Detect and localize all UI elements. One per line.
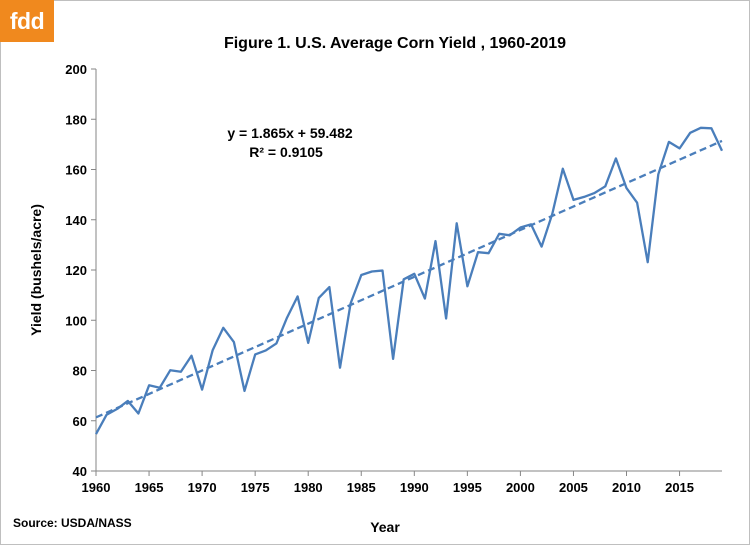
x-tick-label: 1975 (241, 480, 270, 495)
source-note: Source: USDA/NASS (13, 516, 132, 530)
y-tick-label: 120 (65, 263, 87, 278)
y-tick-label: 40 (73, 464, 87, 479)
x-tick-label: 1965 (135, 480, 164, 495)
x-tick-label: 1995 (453, 480, 482, 495)
x-tick-label: 2005 (559, 480, 588, 495)
trendline-equation: y = 1.865x + 59.482 (227, 125, 353, 141)
y-tick-label: 80 (73, 364, 87, 379)
axes (91, 68, 722, 476)
y-tick-label: 200 (65, 62, 87, 77)
y-tick-label: 140 (65, 213, 87, 228)
x-tick-label: 1960 (82, 480, 111, 495)
y-tick-label: 100 (65, 313, 87, 328)
y-axis-label: Yield (bushels/acre) (28, 204, 44, 336)
x-tick-label: 2000 (506, 480, 535, 495)
y-tick-label: 160 (65, 163, 87, 178)
logo-text: fdd (9, 7, 45, 34)
series-marks (94, 126, 724, 435)
trendline-r-squared: R² = 0.9105 (249, 144, 323, 160)
y-tick-label: 60 (73, 414, 87, 429)
x-tick-label: 1970 (188, 480, 217, 495)
chart-title: Figure 1. U.S. Average Corn Yield , 1960… (224, 35, 566, 52)
y-tick-label: 180 (65, 112, 87, 127)
tick-labels: 40 60 80 100 120 140 160 180 200 1960 1965 1970 1975… (65, 62, 694, 495)
x-tick-label: 2015 (665, 480, 694, 495)
trendline (95, 139, 723, 419)
x-tick-label: 1985 (347, 480, 376, 495)
fdd-logo: fdd (0, 0, 54, 42)
x-tick-label: 1980 (294, 480, 323, 495)
x-axis-label: Year (370, 519, 400, 535)
x-tick-label: 1990 (400, 480, 429, 495)
yield-series-line (94, 126, 724, 435)
x-tick-label: 2010 (612, 480, 641, 495)
